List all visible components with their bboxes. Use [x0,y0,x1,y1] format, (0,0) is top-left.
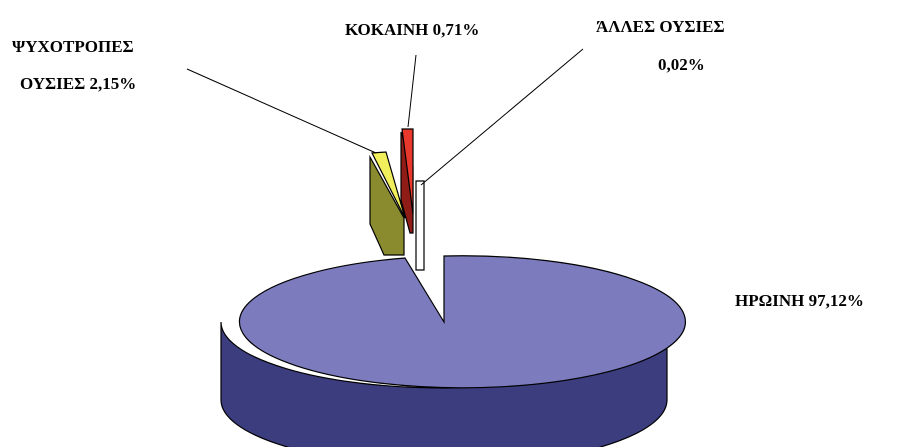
label-heroin: ΗΡΩΙΝΗ 97,12% [735,291,864,310]
label-psychotropic-line1: ΨΥΧΟΤΡΟΠΕΣ [12,37,134,56]
label-other-line1: ΆΛΛΕΣ ΟΥΣΙΕΣ [596,17,725,36]
slice-other-side [415,180,425,271]
slice-cocaine-top [401,128,414,215]
slice-psychotropic-top [371,151,406,219]
label-cocaine: ΚΟΚΑΙΝΗ 0,71% [345,20,479,39]
label-psychotropic-line2: ΟΥΣΙΕΣ 2,15% [20,74,136,93]
slice-psychotropic-side [369,154,405,256]
slice-heroin-top [238,255,687,389]
label-other-line2: 0,02% [658,55,705,74]
leader-line-cocaine [407,54,417,128]
slice-heroin-side [220,321,668,447]
leader-line-other [420,48,584,186]
leader-line-psychotropic [186,68,377,154]
